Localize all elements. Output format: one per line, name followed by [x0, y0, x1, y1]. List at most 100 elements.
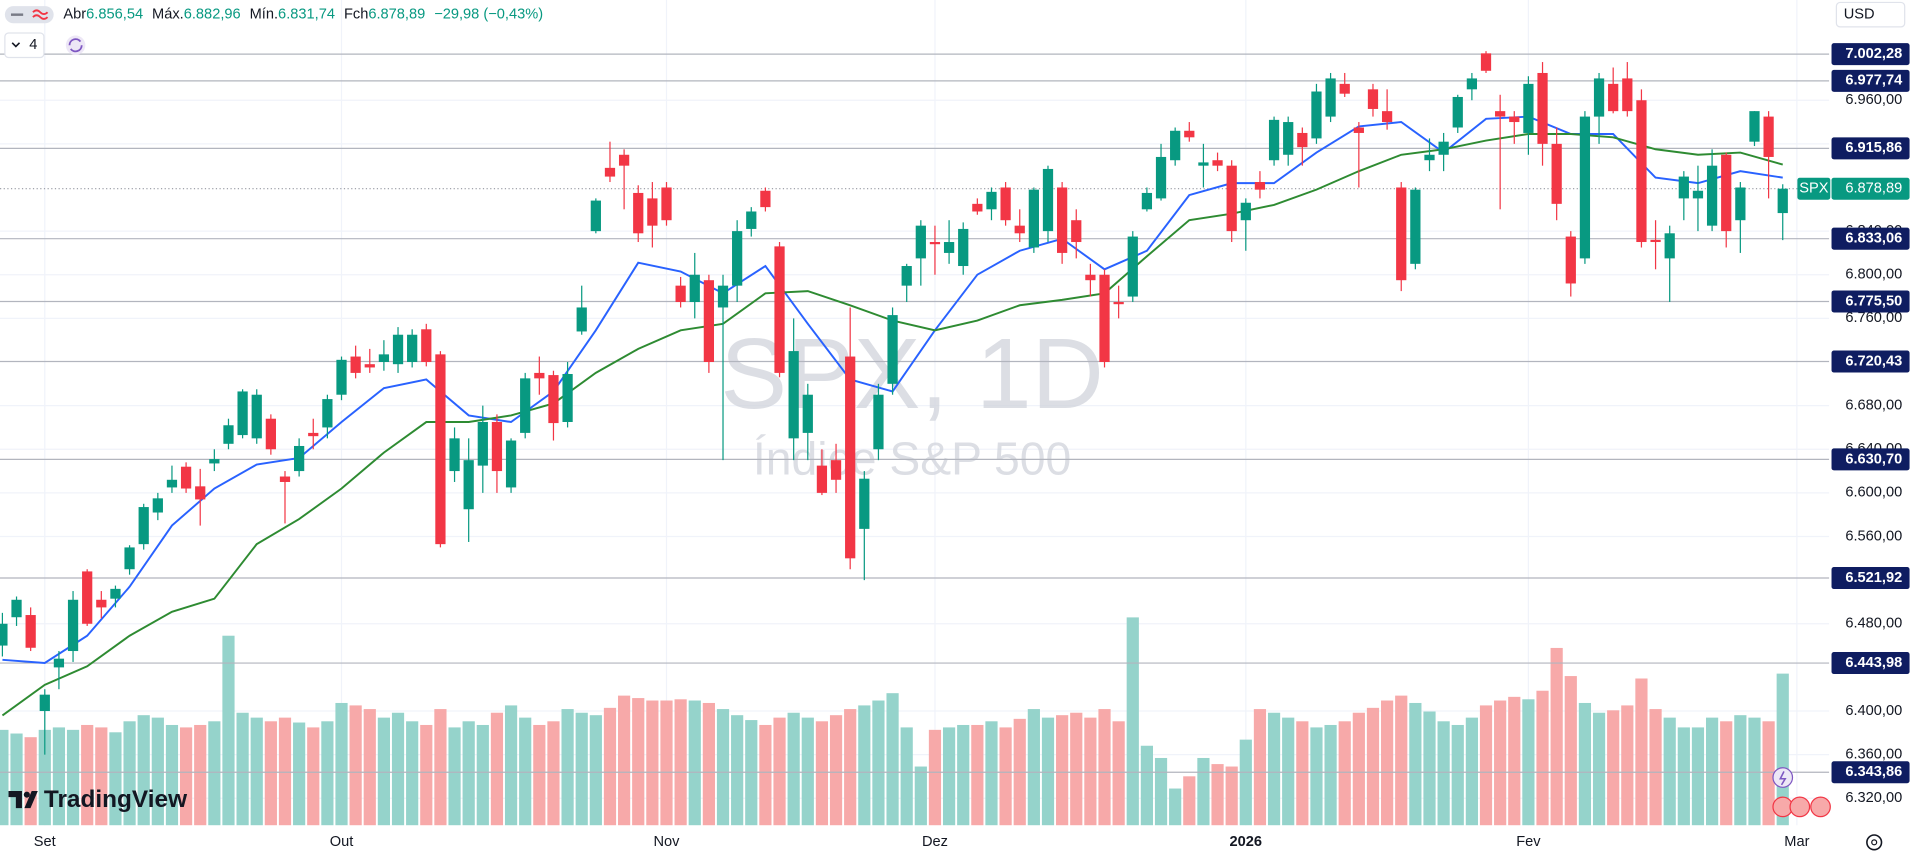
- candle-body: [943, 242, 955, 253]
- settings-button[interactable]: [1866, 834, 1883, 851]
- candle-body: [1438, 141, 1449, 155]
- candle-body: [534, 372, 545, 379]
- volume-bar: [1465, 717, 1478, 826]
- candle-body: [279, 476, 291, 482]
- candle-body: [124, 547, 135, 570]
- candle-body: [746, 211, 757, 229]
- candle-body: [1480, 53, 1492, 71]
- icon[interactable]: [1810, 796, 1831, 818]
- level-label: 6.915,86: [1845, 140, 1902, 156]
- volume-bar: [462, 721, 475, 826]
- volume-bar: [971, 724, 984, 826]
- close-label: Fch: [344, 7, 368, 23]
- candle-body: [1466, 78, 1478, 90]
- candle-body: [1311, 91, 1322, 139]
- volume-bar: [1691, 727, 1705, 826]
- candle-body: [929, 242, 941, 245]
- candle-body: [915, 225, 926, 259]
- volume-bar: [335, 702, 348, 826]
- volume-bar: [377, 717, 390, 826]
- candle-body: [505, 440, 517, 488]
- candle-body: [590, 200, 601, 232]
- candle-body: [1028, 189, 1039, 248]
- volume-bar: [1267, 712, 1281, 826]
- volume-bar: [646, 700, 659, 826]
- volume-bar: [1041, 717, 1055, 826]
- volume-bar: [815, 721, 829, 826]
- volume-bar: [250, 717, 263, 826]
- volume-bar: [1677, 727, 1690, 826]
- volume-bar: [1437, 721, 1450, 826]
- candle-body: [1127, 236, 1138, 297]
- level-box: [1831, 69, 1910, 92]
- candle-body: [1509, 116, 1520, 123]
- candle-body: [675, 285, 686, 303]
- volume-bar: [886, 693, 899, 826]
- candle-body: [0, 623, 8, 646]
- volume-bar: [1762, 721, 1775, 826]
- volume-bar: [264, 721, 277, 826]
- candle-body: [845, 356, 856, 559]
- candle-body: [1396, 187, 1407, 281]
- volume-bar: [547, 721, 560, 826]
- candle-body: [491, 421, 503, 472]
- candle-body: [209, 459, 220, 464]
- volume-bar: [1140, 745, 1153, 826]
- collapse-button[interactable]: [4, 32, 45, 59]
- icon[interactable]: [1772, 767, 1794, 788]
- candle-body: [774, 246, 785, 373]
- y-tick-label: 6.760,00: [1845, 310, 1902, 326]
- level-label: 6.343,86: [1845, 764, 1902, 780]
- volume-bar: [674, 699, 687, 826]
- candle-body: [986, 191, 997, 210]
- candle-body: [618, 154, 630, 166]
- candle-body: [1424, 154, 1435, 161]
- volume-bar: [391, 712, 405, 826]
- volume-bar: [1494, 700, 1507, 826]
- candle-body: [1325, 78, 1336, 117]
- candle-body: [96, 599, 107, 608]
- volume-bar: [900, 727, 913, 826]
- volume-bar: [109, 732, 122, 826]
- volume-bar: [1395, 695, 1408, 826]
- volume-bar: [1734, 715, 1747, 826]
- volume-bar: [985, 721, 998, 826]
- candle-body: [958, 228, 969, 267]
- volume-bar: [1310, 727, 1323, 826]
- volume-bar: [1635, 678, 1648, 826]
- candle-body: [1763, 116, 1774, 157]
- volume-bar: [1536, 690, 1549, 826]
- level-box: [1831, 567, 1910, 590]
- candle-body: [82, 571, 93, 624]
- level-box: [1831, 43, 1910, 66]
- volume-bar: [1154, 757, 1168, 826]
- volume-bar: [702, 702, 715, 826]
- plot: [0, 51, 1830, 826]
- volume-bar: [151, 717, 164, 826]
- volume-bar: [1663, 717, 1676, 826]
- candle-body: [1495, 111, 1506, 117]
- volume-bar: [1522, 699, 1535, 826]
- level-box: [1831, 652, 1910, 675]
- volume-bar: [1169, 788, 1182, 826]
- level-box: [1831, 137, 1910, 160]
- volume-bar: [278, 717, 292, 826]
- volume-bar: [1084, 717, 1097, 826]
- icon[interactable]: [1789, 796, 1811, 818]
- close-value: 6.878,89: [368, 7, 425, 23]
- level-label: 7.002,28: [1845, 46, 1902, 62]
- high-value: 6.882,96: [184, 7, 241, 23]
- candle-body: [364, 364, 375, 368]
- volume-bar: [533, 724, 546, 826]
- currency-button[interactable]: [1835, 1, 1906, 28]
- level-label: 6.443,98: [1845, 655, 1902, 671]
- logo-text: TradingView: [44, 786, 188, 813]
- candle-body: [972, 203, 983, 212]
- volume-bar: [688, 700, 701, 826]
- volume-bar: [1409, 702, 1422, 826]
- volume-bar: [165, 724, 179, 826]
- volume-bar: [561, 709, 574, 826]
- volume-bar: [81, 724, 94, 826]
- volume-bar: [1324, 724, 1337, 826]
- volume-bar: [1621, 705, 1634, 826]
